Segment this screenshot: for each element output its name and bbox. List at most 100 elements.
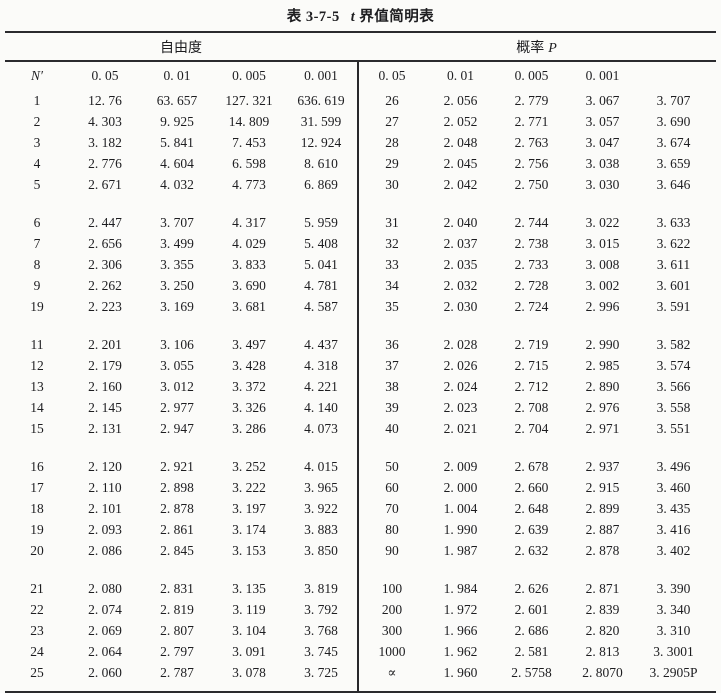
t-value-cell: 2. 028 [443, 336, 478, 352]
df-cell: 16 [30, 458, 44, 474]
df-cell: 25 [30, 664, 44, 680]
t-value-cell: 3. 574 [656, 357, 691, 373]
t-value-cell: 2. 871 [585, 580, 620, 596]
t-value-cell: 4. 604 [160, 155, 194, 171]
t-value-cell: 4. 303 [88, 113, 122, 129]
df-cell: 70 [385, 500, 399, 516]
t-value-cell: 3. 135 [232, 580, 266, 596]
t-value-cell: 2. 971 [585, 420, 620, 436]
t-value-cell: 3. 252 [232, 458, 266, 474]
t-value-cell: 2. 771 [514, 113, 549, 129]
t-value-cell: 3. 055 [160, 357, 194, 373]
t-value-cell: 3. 104 [232, 622, 266, 638]
t-value-cell: 3. 012 [160, 378, 194, 394]
t-value-cell: 4. 773 [232, 176, 266, 192]
t-value-cell: 636. 619 [297, 92, 345, 108]
t-value-cell: 3. 286 [232, 420, 266, 436]
df-cell: 35 [385, 298, 399, 314]
table-row: 21 2. 080 2. 831 3. 135 3. 819 100 1. 984 2. 62… [5, 578, 716, 599]
t-value-cell: 3. 067 [585, 92, 620, 108]
t-value-cell: 3. 372 [232, 378, 266, 394]
t-value-cell: 127. 321 [225, 92, 273, 108]
table-row: 14 2. 145 2. 977 3. 326 4. 140 39 2. 023 2. 708… [5, 397, 716, 418]
center-column-divider [357, 62, 359, 691]
df-cell: 2 [33, 113, 41, 129]
table-row: 1 12. 76 63. 657 127. 321 636. 619 26 2. 056 2.… [5, 90, 716, 111]
alpha-column-header: 0. 001 [304, 68, 338, 83]
group-gap [5, 317, 716, 334]
df-cell: 80 [385, 521, 399, 537]
t-value-cell: 2. 899 [585, 500, 620, 516]
t-value-cell: 2. 750 [514, 176, 549, 192]
alpha-column-header: 0. 005 [514, 68, 549, 83]
t-value-cell: 6. 598 [232, 155, 266, 171]
t-value-cell: 2. 037 [443, 235, 478, 251]
t-value-cell: 4. 318 [304, 357, 338, 373]
t-value-cell: 1. 972 [443, 601, 478, 617]
t-value-cell: 12. 76 [88, 92, 122, 108]
df-cell: 23 [30, 622, 44, 638]
t-value-cell: 2. 179 [88, 357, 122, 373]
t-value-cell: 4. 317 [232, 214, 266, 230]
t-value-cell: 3. 355 [160, 256, 194, 272]
t-value-cell: 2. 021 [443, 420, 478, 436]
t-value-cell: 3. 591 [656, 298, 691, 314]
t-value-cell: 3. 402 [656, 542, 691, 558]
t-value-cell: 2. 744 [514, 214, 549, 230]
t-value-cell: 2. 5758 [511, 664, 552, 680]
t-value-cell: 2. 813 [585, 643, 620, 659]
t-value-cell: 8. 610 [304, 155, 338, 171]
df-cell: 18 [30, 500, 44, 516]
t-value-cell: 3. 030 [585, 176, 620, 192]
table-row: 4 2. 776 4. 604 6. 598 8. 610 29 2. 045 2. 756 3… [5, 153, 716, 174]
group-header-degrees-of-freedom: 自由度 [160, 40, 202, 56]
df-cell: 40 [385, 420, 399, 436]
t-value-cell: 4. 029 [232, 235, 266, 251]
df-cell: 36 [385, 336, 399, 352]
df-cell: ∝ [387, 664, 397, 680]
table-row: 25 2. 060 2. 787 3. 078 3. 725 ∝ 1. 960 2. 5758… [5, 662, 716, 683]
t-value-cell: 2. 026 [443, 357, 478, 373]
table-row: 3 3. 182 5. 841 7. 453 12. 924 28 2. 048 2. 763… [5, 132, 716, 153]
t-value-cell: 4. 781 [304, 277, 338, 293]
t-value-cell: 2. 921 [160, 458, 194, 474]
df-cell: 19 [30, 521, 44, 537]
t-value-cell: 2. 632 [514, 542, 549, 558]
df-cell: 300 [381, 622, 403, 638]
t-value-cell: 3. 611 [656, 256, 691, 272]
t-value-cell: 2. 024 [443, 378, 478, 394]
t-value-cell: 2. 086 [88, 542, 122, 558]
table-name: 界值简明表 [359, 9, 435, 25]
df-cell: 7 [33, 235, 41, 251]
t-value-cell: 3. 883 [304, 521, 338, 537]
table-row: 7 2. 656 3. 499 4. 029 5. 408 32 2. 037 2. 738 3… [5, 233, 716, 254]
df-cell: 11 [30, 336, 44, 352]
df-cell: 200 [381, 601, 403, 617]
df-cell: 37 [385, 357, 399, 373]
t-value-cell: 3. 078 [232, 664, 266, 680]
t-value-cell: 3. 460 [656, 479, 691, 495]
t-value-cell: 2. 101 [88, 500, 122, 516]
t-value-cell: 2. 712 [514, 378, 549, 394]
t-value-cell: 2. 728 [514, 277, 549, 293]
t-value-cell: 2. 045 [443, 155, 478, 171]
t-value-cell: 1. 990 [443, 521, 478, 537]
alpha-column-header: 0. 05 [378, 68, 406, 83]
df-cell: 14 [30, 399, 44, 415]
t-value-cell: 3. 690 [232, 277, 266, 293]
t-value-cell: 3. 169 [160, 298, 194, 314]
page-title: 表 3-7-5 t 界值简明表 [0, 0, 721, 31]
t-value-cell: 2. 262 [88, 277, 122, 293]
t-symbol: t [350, 9, 356, 25]
t-value-cell: 2. 839 [585, 601, 620, 617]
t-value-cell: 3. 008 [585, 256, 620, 272]
t-value-cell: 2. 990 [585, 336, 620, 352]
t-value-cell: 5. 041 [304, 256, 338, 272]
table-row: 16 2. 120 2. 921 3. 252 4. 015 50 2. 009 2. 678… [5, 456, 716, 477]
t-value-cell: 3. 047 [585, 134, 620, 150]
table-row: 19 2. 223 3. 169 3. 681 4. 587 35 2. 030 2. 724… [5, 296, 716, 317]
t-value-cell: 2. 626 [514, 580, 549, 596]
t-value-cell: 3. 622 [656, 235, 691, 251]
t-value-cell: 2. 052 [443, 113, 478, 129]
table-row: 11 2. 201 3. 106 3. 497 4. 437 36 2. 028 2. 719… [5, 334, 716, 355]
